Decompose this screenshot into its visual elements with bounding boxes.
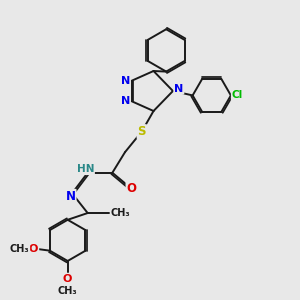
Text: N: N — [66, 190, 76, 203]
Text: CH₃: CH₃ — [111, 208, 130, 218]
Text: O: O — [29, 244, 38, 254]
Text: Cl: Cl — [232, 90, 243, 100]
Text: N: N — [121, 96, 130, 106]
Text: N: N — [174, 84, 183, 94]
Text: HN: HN — [76, 164, 94, 174]
Text: S: S — [137, 125, 146, 138]
Text: N: N — [121, 76, 130, 86]
Text: CH₃: CH₃ — [58, 286, 77, 296]
Text: O: O — [127, 182, 136, 195]
Text: CH₃: CH₃ — [10, 244, 29, 254]
Text: O: O — [63, 274, 72, 284]
